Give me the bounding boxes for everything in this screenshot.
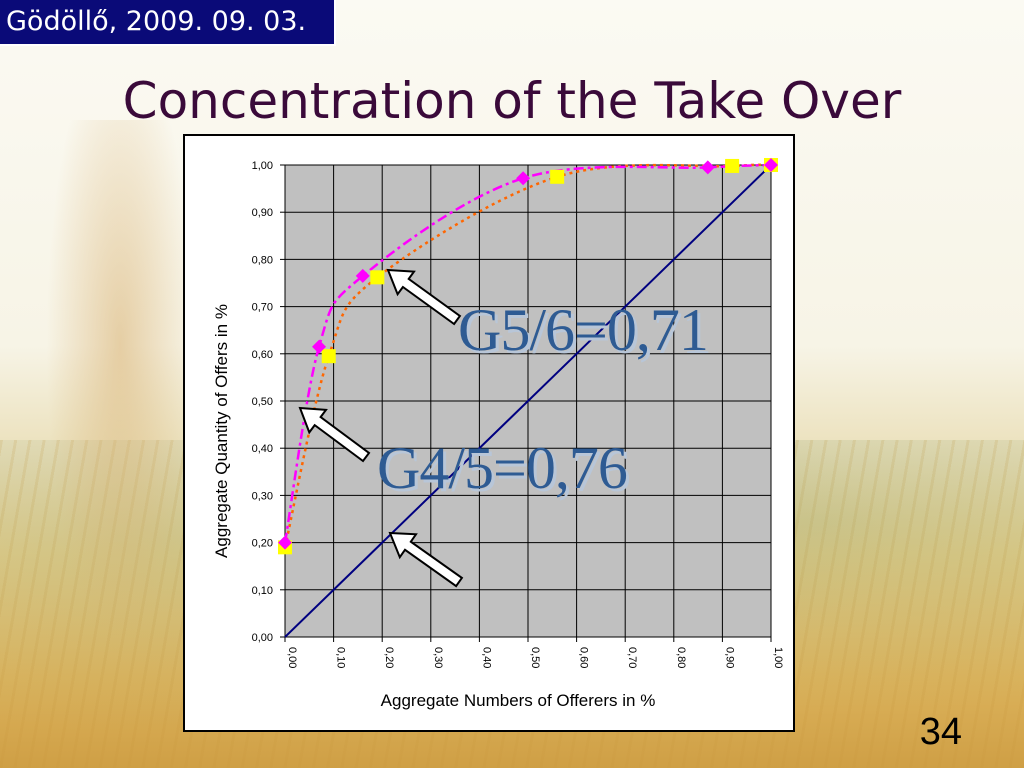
plot-border <box>284 164 772 638</box>
x-axis-label: Aggregate Numbers of Offerers in % <box>381 691 656 710</box>
chart-frame: 0,00 0,10 0,20 0,30 0,40 0,50 0,60 0,70 0,80 0,90… <box>183 134 795 732</box>
x-tick-label: 0,10 <box>335 647 347 668</box>
series-g56-point <box>700 160 715 175</box>
y-tick-label: 0,60 <box>252 349 273 361</box>
series-g45-line <box>283 163 772 548</box>
y-tick-label: 0,40 <box>252 443 273 455</box>
x-tick-label: 0,30 <box>432 647 444 668</box>
series-g56-point <box>764 158 778 172</box>
x-tick-label: 0,80 <box>675 647 687 668</box>
x-tick-label: 1,00 <box>772 647 784 668</box>
y-tick-label: 0,30 <box>252 490 273 502</box>
g56-annotation: G5/6=0,71 <box>458 297 709 363</box>
equality-line <box>284 164 772 638</box>
series-g45-point <box>370 270 385 285</box>
series-g45-point <box>725 158 740 173</box>
series-g56-point <box>355 268 370 283</box>
x-tick-label: 0,60 <box>578 647 590 668</box>
page-number: 34 <box>919 711 962 753</box>
x-tick-label: 0,00 <box>286 647 298 668</box>
background-wheat <box>40 120 200 680</box>
series-g56-line <box>283 163 772 543</box>
x-tick-label: 0,40 <box>480 647 492 668</box>
x-tick-label: 0,20 <box>383 647 395 668</box>
arrow-to-g45-curve <box>298 406 371 463</box>
y-tick-label: 0,20 <box>252 538 273 550</box>
series-g56-point <box>278 535 292 550</box>
g45-annotation: G4/5=0,76 <box>377 435 628 501</box>
x-tick-label: 0,50 <box>529 647 541 668</box>
y-tick-label: 0,50 <box>252 396 273 408</box>
series-g45-point <box>550 169 565 184</box>
y-tick-label: 0,80 <box>252 254 273 266</box>
slide-title: Concentration of the Take Over <box>122 72 902 130</box>
arrow-to-equality-line <box>388 531 464 588</box>
series-g56-point <box>312 339 327 354</box>
y-axis-label: Aggregate Quantity of Offers in % <box>212 304 231 558</box>
series-g56-point <box>516 171 531 186</box>
y-tick-label: 0,10 <box>252 585 273 597</box>
date-label: Gödöllő, 2009. 09. 03. <box>0 0 336 46</box>
arrow-to-g56-curve <box>386 268 462 326</box>
y-tick-label: 1,00 <box>252 160 273 172</box>
y-tick-label: 0,90 <box>252 207 273 219</box>
y-tick-label: 0,70 <box>252 302 273 314</box>
series-g45-point <box>321 349 336 364</box>
x-tick-label: 0,70 <box>626 647 638 668</box>
y-tick-label: 0,00 <box>252 632 273 644</box>
x-tick-label: 0,90 <box>723 647 735 668</box>
lorenz-chart: 0,00 0,10 0,20 0,30 0,40 0,50 0,60 0,70 0,80 0,90… <box>212 158 784 710</box>
